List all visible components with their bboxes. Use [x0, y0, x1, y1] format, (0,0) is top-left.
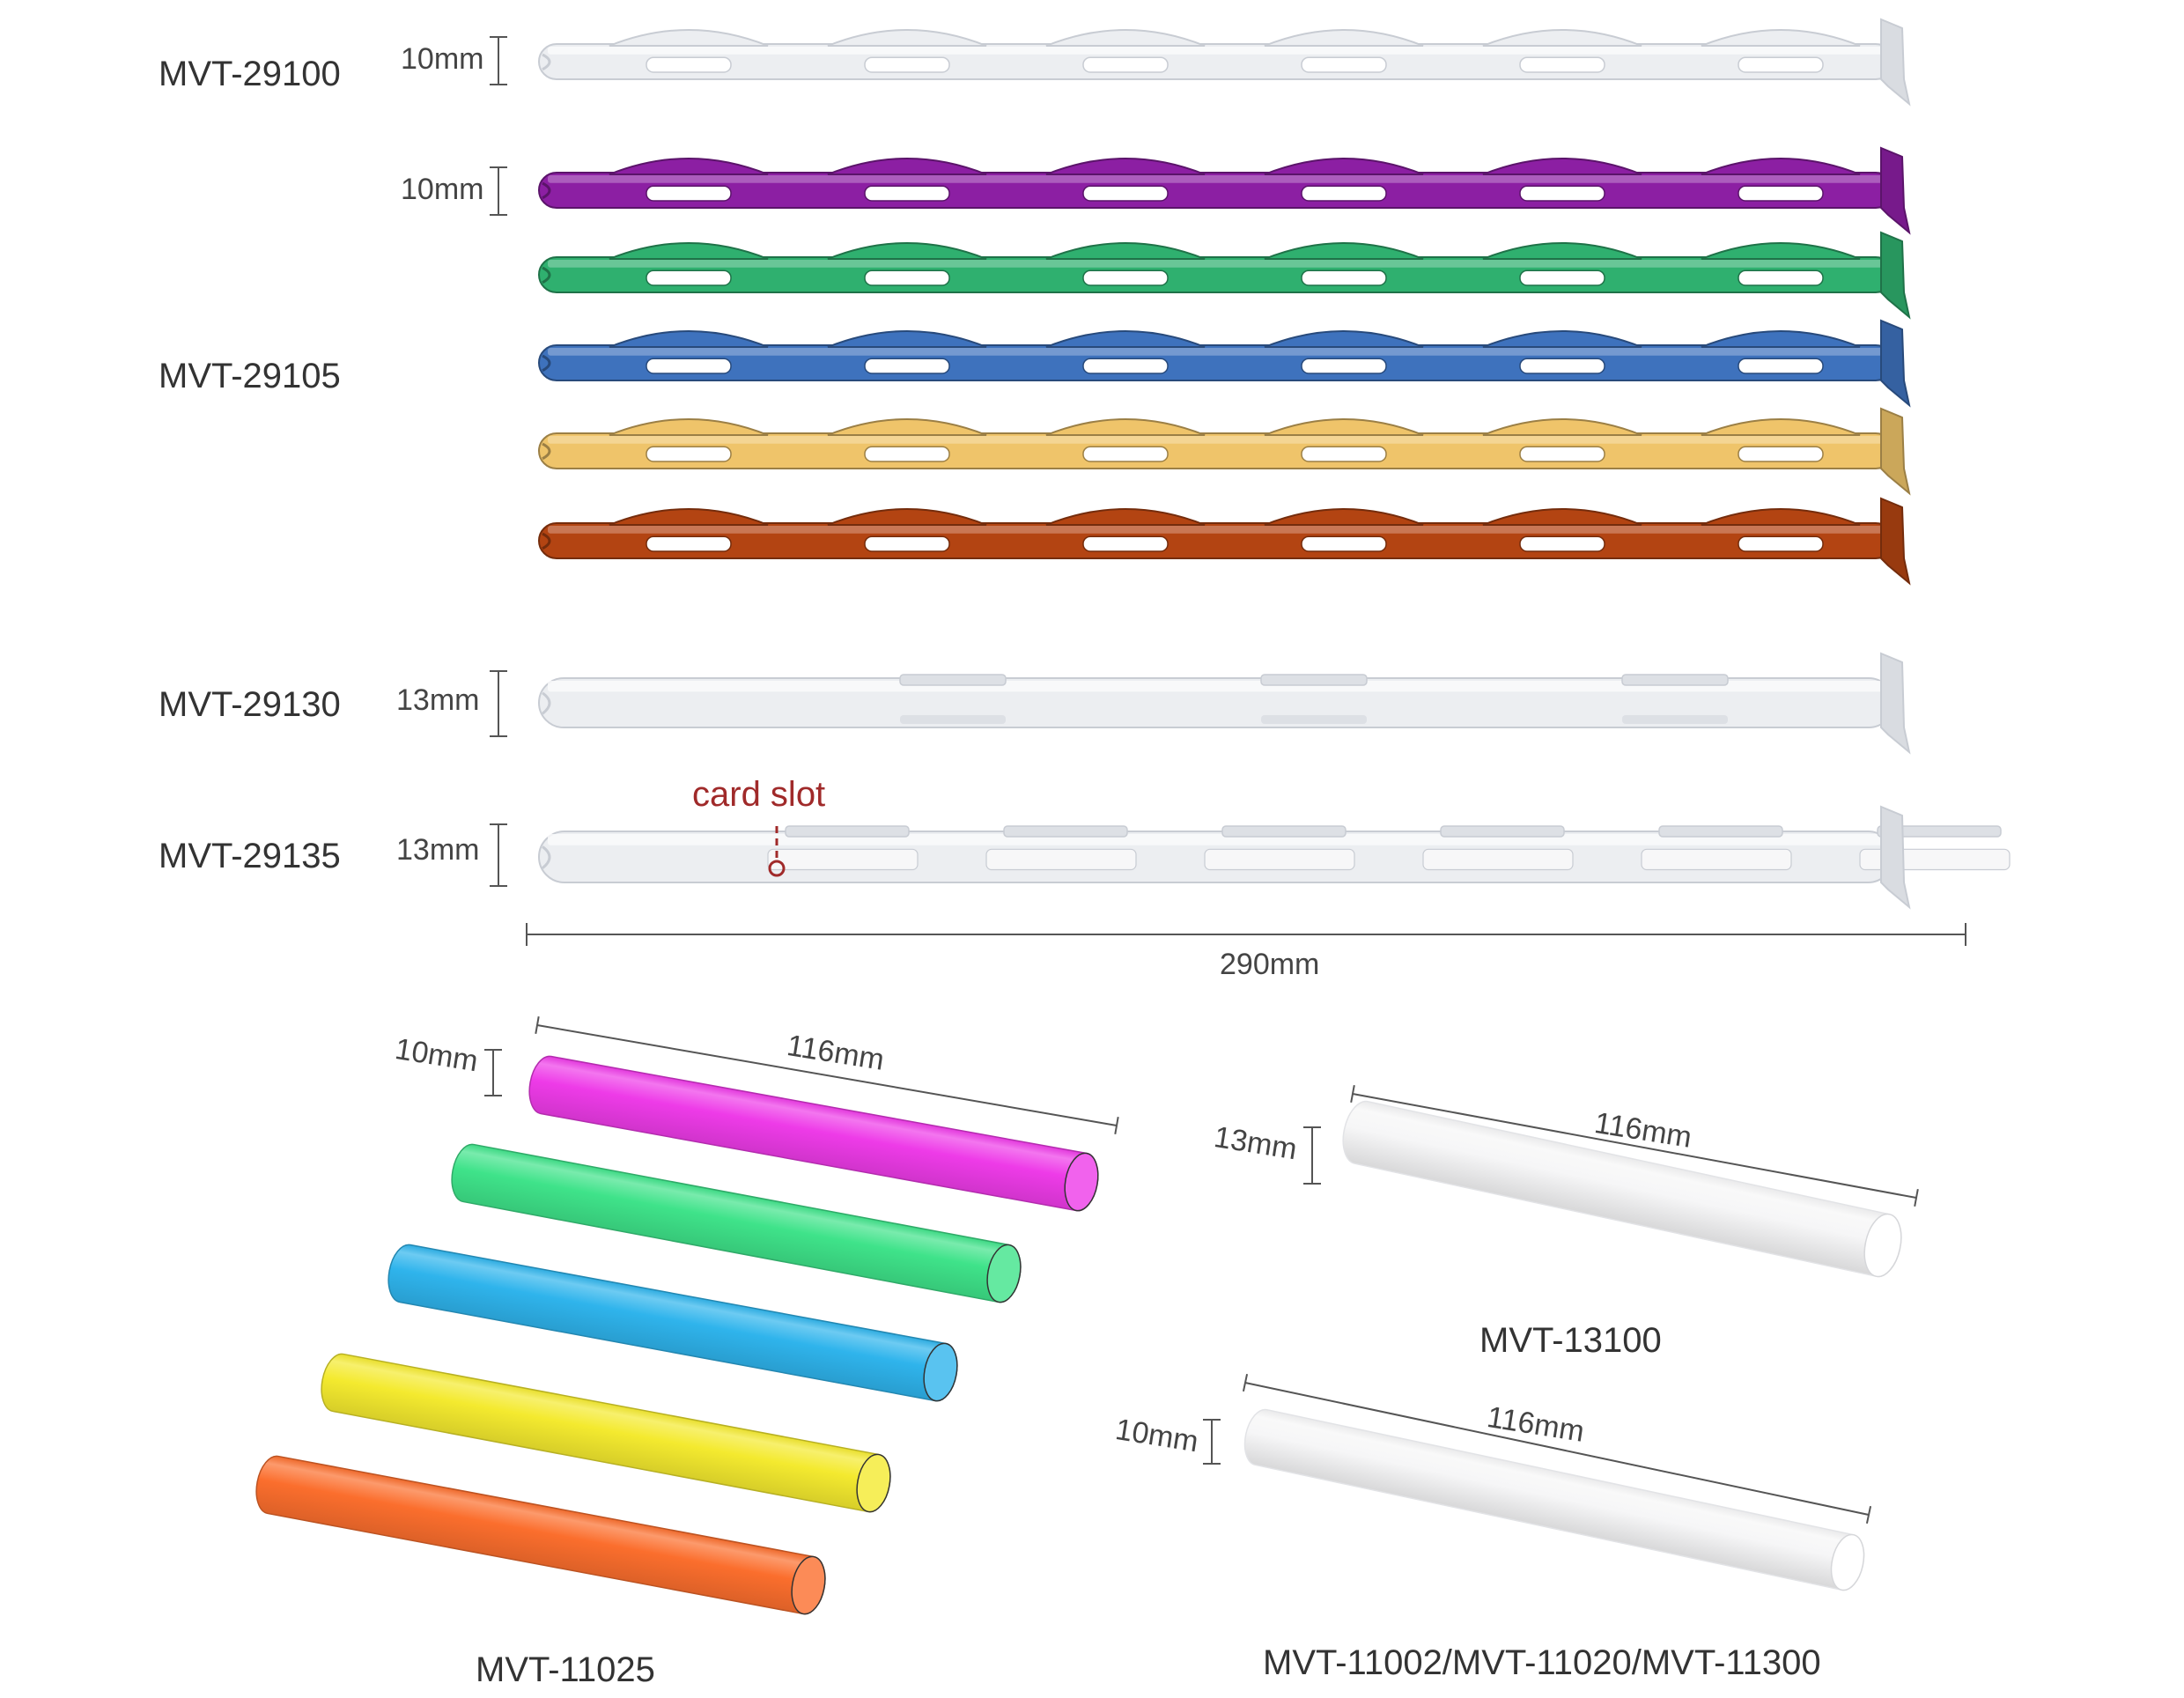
- model-label-mvt-29100: MVT-29100: [159, 55, 341, 93]
- model-label-mvt-29130: MVT-29130: [159, 685, 341, 724]
- rail-length-dimension: [526, 923, 1966, 946]
- height-label-29135: 13mm: [396, 833, 480, 867]
- colored-tube-4: [321, 1353, 891, 1513]
- tube-length-dim-11025: [535, 1015, 1119, 1135]
- colored-tube-5: [255, 1455, 826, 1615]
- rail-mvt-29135: [538, 805, 2011, 910]
- tube-length-dim-13100: [1350, 1084, 1919, 1207]
- model-label-mvt-29105: MVT-29105: [159, 357, 341, 395]
- height-label-29100: 10mm: [401, 42, 484, 76]
- model-label-mvt-29135: MVT-29135: [159, 837, 341, 875]
- rail-mvt-29105-3: [538, 319, 1911, 408]
- card-slot-label: card slot: [692, 775, 826, 814]
- rail-mvt-29130: [538, 652, 1911, 755]
- card-slot-marker: [768, 826, 786, 877]
- height-label-29130: 13mm: [396, 683, 480, 717]
- colored-tube-1: [528, 1055, 1099, 1212]
- rail-mvt-29105-1: [538, 146, 1911, 235]
- colored-tube-3: [387, 1244, 958, 1402]
- model-label-mvt-11025: MVT-11025: [476, 1650, 655, 1689]
- rail-mvt-29105-4: [538, 407, 1911, 496]
- clear-tube-13mm: [1342, 1100, 1902, 1278]
- clear-tube-10mm: [1243, 1408, 1865, 1591]
- colored-tube-2: [451, 1143, 1022, 1303]
- rail-mvt-29105-5: [538, 497, 1911, 586]
- rail-mvt-29100: [538, 18, 1911, 107]
- model-label-mvt-13100: MVT-13100: [1479, 1321, 1662, 1360]
- rail-length-label: 290mm: [1220, 948, 1320, 981]
- model-label-mvt-11002: MVT-11002/MVT-11020/MVT-11300: [1263, 1643, 1821, 1682]
- tube-length-dim-11002: [1242, 1374, 1872, 1524]
- rail-mvt-29105-2: [538, 231, 1911, 320]
- height-label-29105: 10mm: [401, 173, 484, 206]
